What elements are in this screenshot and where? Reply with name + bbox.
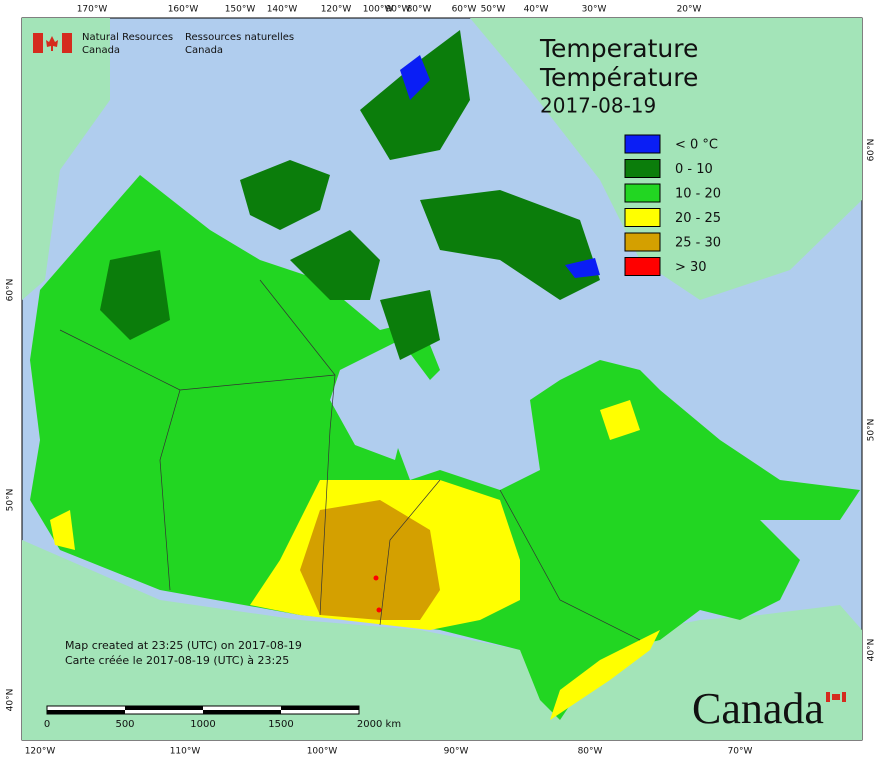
- longitude-label: 160°W: [168, 5, 199, 15]
- victoria-island: [290, 230, 380, 300]
- southampton-island: [380, 290, 440, 360]
- agency-fr: Ressources naturelles: [185, 32, 294, 43]
- date: 2017-08-19: [540, 94, 656, 118]
- graticule-top: 170°W 160°W 150°W 140°W 120°W 100°W90°W80°W 60…: [77, 5, 702, 15]
- longitude-label: 40°W: [524, 5, 549, 15]
- cold-area: [400, 55, 430, 100]
- graticule-right: 60°N 50°N 40°N: [867, 139, 877, 662]
- longitude-label: 70°W: [728, 747, 753, 757]
- longitude-label: 90°W: [386, 5, 411, 15]
- scale-label: 1000: [190, 719, 215, 730]
- agency-en: Natural Resources: [82, 32, 173, 43]
- scale-label: 500: [115, 719, 134, 730]
- longitude-label: 120°W: [25, 747, 56, 757]
- longitude-label: 90°W: [444, 747, 469, 757]
- legend-swatch: [624, 134, 661, 154]
- longitude-label: 20°W: [677, 5, 702, 15]
- longitude-label: 120°W: [321, 5, 352, 15]
- legend-swatch: [624, 183, 661, 203]
- legend-swatch: [624, 159, 661, 178]
- longitude-label: 100°W: [307, 747, 338, 757]
- arctic-island: [240, 160, 330, 230]
- scale-label: 2000 km: [357, 719, 401, 730]
- latitude-label: 40°N: [6, 689, 16, 712]
- legend-label: > 30: [675, 260, 707, 275]
- very-hot-spot: [376, 607, 382, 613]
- agency-fr: Canada: [185, 45, 223, 56]
- map-layer: [22, 18, 862, 740]
- provincial-border: [59, 329, 336, 391]
- baffin-island: [420, 190, 600, 300]
- cold-area: [565, 258, 600, 278]
- hot-area: [300, 500, 440, 620]
- scale-bar-segment: [47, 710, 125, 714]
- agency-en: Canada: [82, 45, 120, 56]
- scale-label: 1500: [268, 719, 293, 730]
- longitude-label: 80°W: [407, 5, 432, 15]
- graticule-left: 60°N 50°N 40°N: [6, 279, 16, 712]
- legend-label: < 0 °C: [675, 138, 718, 153]
- legend-swatch: [624, 232, 661, 252]
- latitude-label: 50°N: [6, 489, 16, 512]
- title: Température: [539, 63, 698, 92]
- graticule-bottom: 120°W 110°W 100°W 90°W 80°W 70°W: [25, 747, 753, 757]
- legend-label: 25 - 30: [675, 236, 721, 251]
- longitude-label: 110°W: [170, 747, 201, 757]
- scale-bar-segment: [125, 706, 203, 710]
- maple-leaf: [46, 36, 58, 51]
- united-states: [22, 540, 862, 740]
- legend-label: 20 - 25: [675, 211, 721, 226]
- legend-label: 10 - 20: [675, 187, 721, 202]
- warm-area: [50, 510, 75, 550]
- mountains: [100, 250, 170, 340]
- canada-mainland: [30, 175, 860, 720]
- longitude-label: 100°W: [363, 5, 394, 15]
- flag-bar: [62, 33, 72, 53]
- credit: Map created at 23:25 (UTC) on 2017-08-19: [65, 639, 302, 652]
- wordmark-flag: [832, 694, 840, 700]
- legend-swatch: [624, 208, 661, 227]
- title: Temperature: [539, 34, 698, 63]
- wordmark: Canada: [692, 684, 824, 733]
- latitude-label: 60°N: [867, 139, 877, 162]
- scale-bar-segment: [203, 710, 281, 714]
- longitude-label: 80°W: [578, 747, 603, 757]
- longitude-label: 60°W: [452, 5, 477, 15]
- longitude-label: 140°W: [267, 5, 298, 15]
- provincial-border: [259, 279, 336, 616]
- flag-bar: [33, 33, 43, 53]
- legend-swatch: [624, 257, 661, 276]
- legend-label: 0 - 10: [675, 162, 713, 177]
- latitude-label: 40°N: [867, 639, 877, 662]
- longitude-label: 150°W: [225, 5, 256, 15]
- latitude-label: 50°N: [867, 419, 877, 442]
- longitude-label: 30°W: [582, 5, 607, 15]
- latitude-label: 60°N: [6, 279, 16, 302]
- credit: Carte créée le 2017-08-19 (UTC) à 23:25: [65, 654, 289, 667]
- longitude-label: 50°W: [481, 5, 506, 15]
- warm-area: [600, 400, 640, 440]
- provincial-border: [499, 489, 641, 641]
- provincial-border: [379, 479, 441, 626]
- hudson-bay: [330, 340, 430, 460]
- longitude-label: 170°W: [77, 5, 108, 15]
- warm-area: [550, 630, 660, 720]
- legend: < 0 °C 0 - 10 10 - 20 20 - 25 25 - 30 > 30: [624, 134, 721, 276]
- wordmark-flag: [842, 692, 846, 702]
- scale-labels: 0 500 1000 1500 2000 km: [44, 719, 401, 730]
- provincial-border: [159, 389, 181, 591]
- alaska: [22, 18, 110, 300]
- scale-bar-segment: [281, 706, 359, 710]
- scale-bar: [46, 705, 360, 715]
- very-hot-spot: [373, 575, 379, 581]
- scale-label: 0: [44, 719, 50, 730]
- wordmark-flag: [826, 692, 830, 702]
- greenland: [470, 18, 862, 300]
